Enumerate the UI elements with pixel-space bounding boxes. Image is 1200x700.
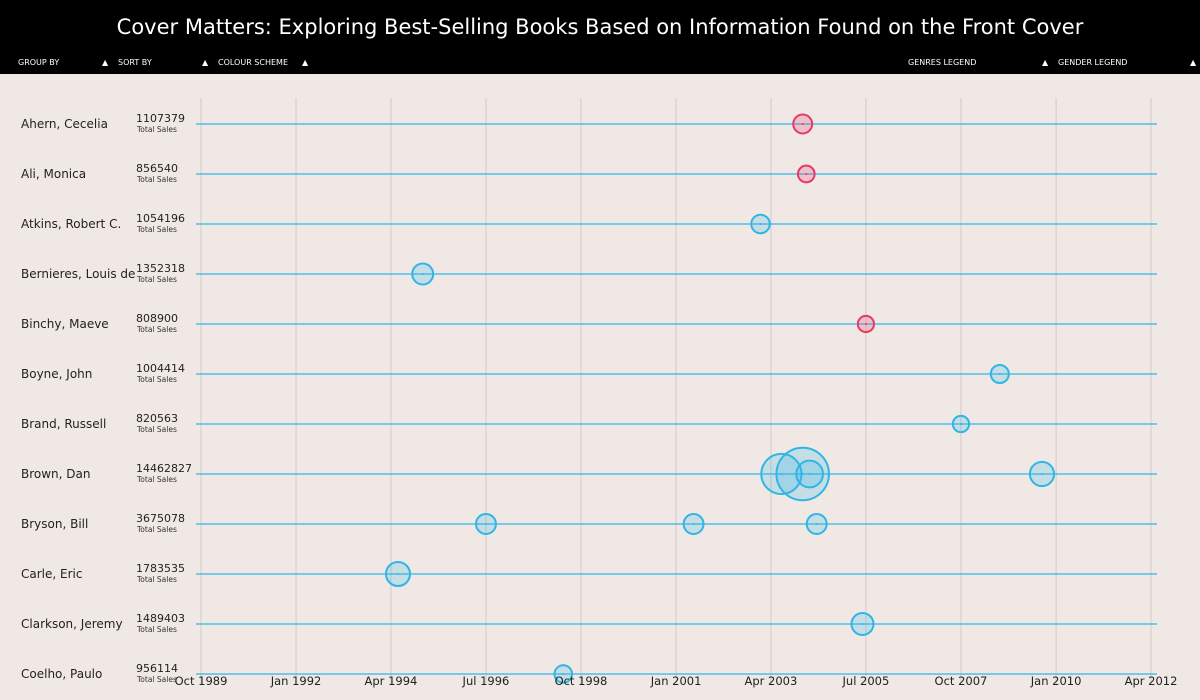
total-sales-value: 820563: [136, 412, 178, 425]
author-label: Brown, Dan: [21, 467, 91, 481]
total-sales-label: Total Sales: [136, 675, 177, 684]
total-sales-value: 1107379: [136, 112, 185, 125]
total-sales-value: 808900: [136, 312, 178, 325]
book-marker-center: [998, 373, 1001, 375]
book-marker-center: [805, 173, 808, 175]
x-tick-label: Jan 1992: [270, 674, 322, 688]
x-tick-label: Oct 1989: [175, 674, 228, 688]
book-marker-center: [864, 323, 867, 325]
caret-up-icon: ▲: [1042, 58, 1049, 67]
book-marker-center: [692, 523, 695, 525]
book-marker-center: [484, 523, 487, 525]
author-label: Carle, Eric: [21, 567, 82, 581]
group-by-menu[interactable]: GROUP BY ▲: [18, 58, 113, 72]
x-tick-label: Oct 2007: [935, 674, 988, 688]
x-tick-label: Oct 1998: [555, 674, 608, 688]
total-sales-label: Total Sales: [136, 175, 177, 184]
total-sales-label: Total Sales: [136, 425, 177, 434]
x-tick-label: Apr 2003: [744, 674, 797, 688]
total-sales-label: Total Sales: [136, 525, 177, 534]
author-label: Ahern, Cecelia: [21, 117, 108, 131]
author-label: Bryson, Bill: [21, 517, 88, 531]
caret-up-icon: ▲: [1190, 58, 1197, 67]
author-label: Boyne, John: [21, 367, 92, 381]
book-marker-center: [396, 573, 399, 575]
genres-legend-menu[interactable]: GENRES LEGEND ▲: [908, 58, 1053, 72]
book-marker-center: [1040, 473, 1043, 475]
total-sales-value: 1054196: [136, 212, 185, 225]
total-sales-label: Total Sales: [136, 575, 177, 584]
total-sales-value: 1783535: [136, 562, 185, 575]
x-tick-label: Jul 1996: [462, 674, 510, 688]
total-sales-value: 1352318: [136, 262, 185, 275]
book-marker-center: [801, 123, 804, 125]
x-tick-label: Jan 2010: [1030, 674, 1082, 688]
book-marker-center: [808, 473, 811, 475]
x-tick-label: Apr 1994: [365, 674, 418, 688]
total-sales-label: Total Sales: [136, 225, 177, 234]
total-sales-label: Total Sales: [136, 125, 177, 134]
colour-scheme-label: COLOUR SCHEME: [218, 58, 288, 67]
x-tick-label: Apr 2012: [1125, 674, 1178, 688]
caret-up-icon: ▲: [302, 58, 309, 67]
book-marker-center: [861, 623, 864, 625]
total-sales-label: Total Sales: [136, 275, 177, 284]
author-label: Ali, Monica: [21, 167, 86, 181]
total-sales-value: 856540: [136, 162, 178, 175]
author-label: Atkins, Robert C.: [21, 217, 121, 231]
chart-panel: Ahern, Cecelia 1107379 Total Sales Ali, Mon…: [0, 74, 1200, 700]
gender-legend-label: GENDER LEGEND: [1058, 58, 1128, 67]
total-sales-label: Total Sales: [136, 325, 177, 334]
total-sales-label: Total Sales: [136, 375, 177, 384]
author-label: Bernieres, Louis de: [21, 267, 135, 281]
book-marker-center: [959, 423, 962, 425]
book-marker-center: [815, 523, 818, 525]
author-label: Brand, Russell: [21, 417, 106, 431]
total-sales-value: 1004414: [136, 362, 185, 375]
total-sales-label: Total Sales: [136, 475, 177, 484]
caret-up-icon: ▲: [102, 58, 109, 67]
total-sales-value: 3675078: [136, 512, 185, 525]
x-tick-label: Jan 2001: [650, 674, 702, 688]
author-label: Coelho, Paulo: [21, 667, 102, 681]
genres-legend-label: GENRES LEGEND: [908, 58, 977, 67]
book-marker-center: [421, 273, 424, 275]
x-tick-label: Jul 2005: [842, 674, 890, 688]
gender-legend-menu[interactable]: GENDER LEGEND ▲: [1058, 58, 1198, 72]
total-sales-value: 956114: [136, 662, 178, 675]
total-sales-value: 14462827: [136, 462, 192, 475]
sort-by-label: SORT BY: [118, 58, 152, 67]
caret-up-icon: ▲: [202, 58, 209, 67]
book-marker-center: [780, 473, 783, 475]
group-by-label: GROUP BY: [18, 58, 60, 67]
page-title: Cover Matters: Exploring Best-Selling Bo…: [116, 15, 1084, 39]
total-sales-value: 1489403: [136, 612, 185, 625]
book-marker-center: [759, 223, 762, 225]
total-sales-label: Total Sales: [136, 625, 177, 634]
sort-by-menu[interactable]: SORT BY ▲: [118, 58, 213, 72]
book-marker-center: [562, 673, 565, 675]
colour-scheme-menu[interactable]: COLOUR SCHEME ▲: [218, 58, 313, 72]
author-label: Binchy, Maeve: [21, 317, 109, 331]
author-label: Clarkson, Jeremy: [21, 617, 123, 631]
book-marker-center: [801, 473, 804, 475]
